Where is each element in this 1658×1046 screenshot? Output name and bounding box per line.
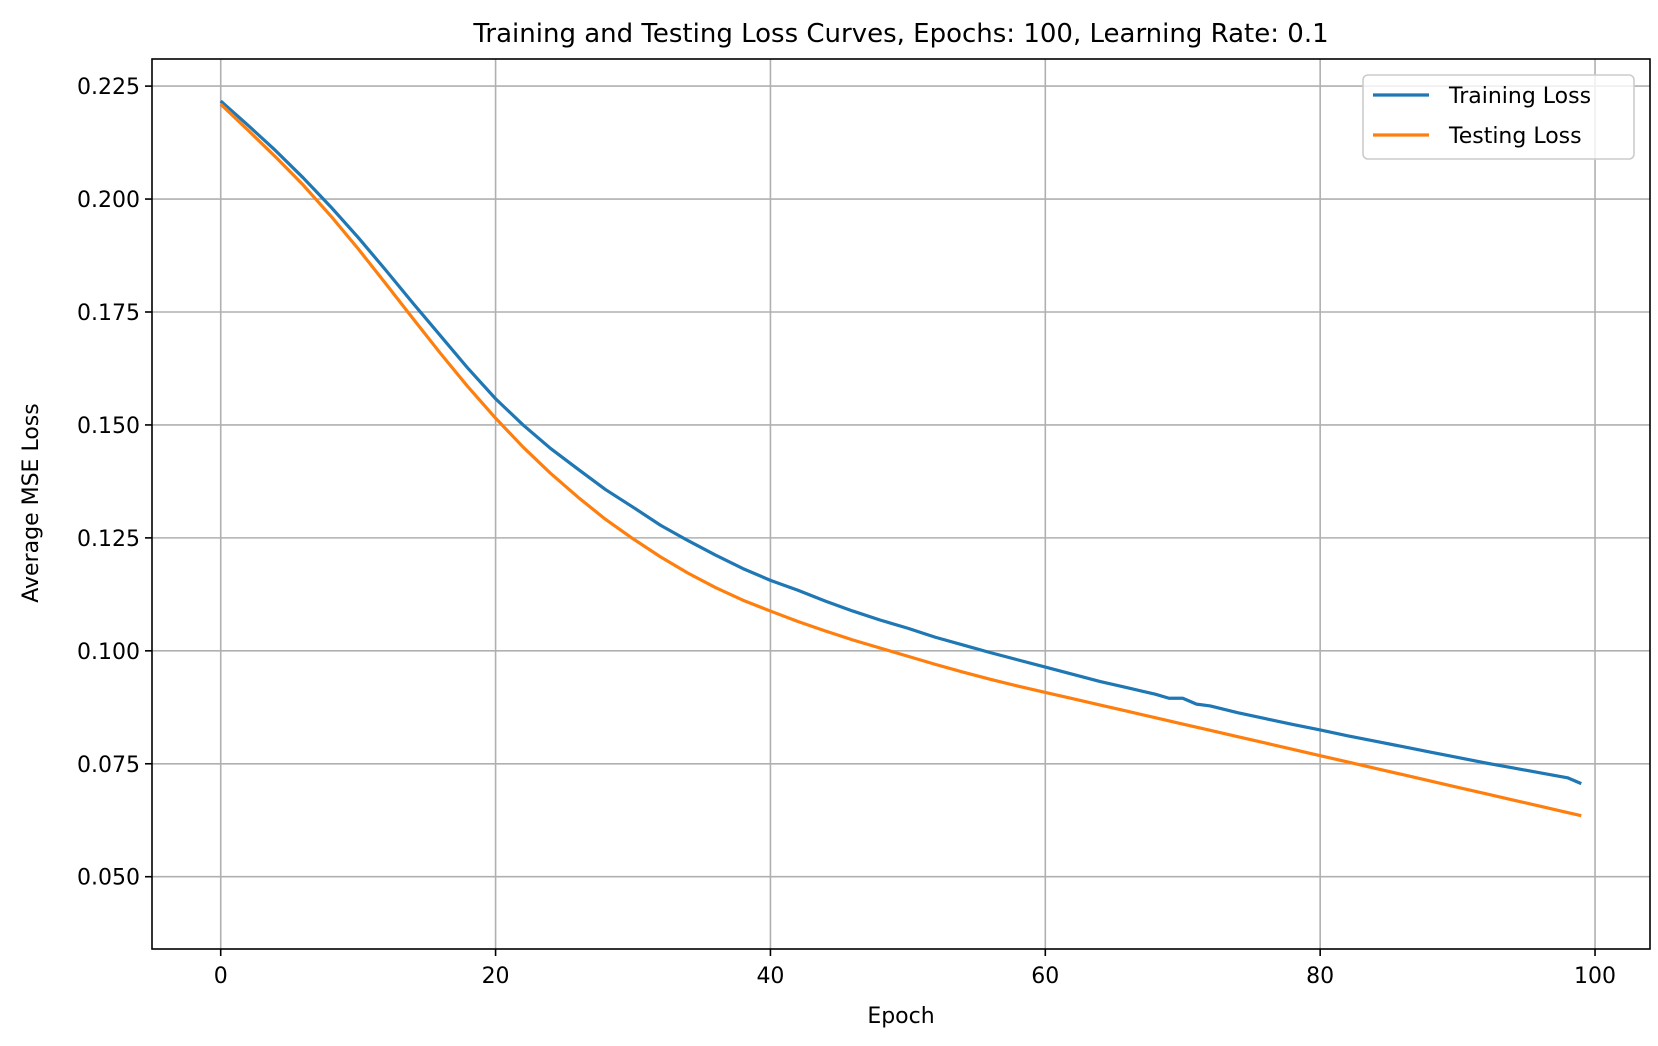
y-tick-label: 0.225	[77, 75, 140, 100]
plot-frame	[151, 58, 1651, 950]
y-tick-label: 0.200	[77, 188, 140, 213]
training-loss-line	[219, 99, 1582, 786]
testing-loss-line	[219, 103, 1582, 818]
chart-title: Training and Testing Loss Curves, Epochs…	[472, 19, 1328, 49]
x-tick-label: 40	[756, 964, 784, 989]
y-tick-label: 0.125	[77, 527, 140, 552]
series-lines	[219, 99, 1582, 818]
legend: Training Loss Testing Loss	[1362, 74, 1635, 160]
x-tick-label: 20	[482, 964, 510, 989]
x-tick-label: 60	[1031, 964, 1059, 989]
y-tick-label: 0.075	[77, 753, 140, 778]
axis-ticks: 0 20 40 60 80 100 0.050 0.075 0.100 0.125 0.150 0.1…	[77, 75, 1616, 989]
y-axis-label: Average MSE Loss	[19, 403, 44, 602]
legend-box	[1362, 74, 1635, 160]
legend-label-testing: Testing Loss	[1448, 124, 1582, 149]
legend-label-training: Training Loss	[1448, 84, 1591, 109]
x-tick-label: 80	[1306, 964, 1334, 989]
x-axis-label: Epoch	[867, 1004, 934, 1029]
y-tick-label: 0.150	[77, 414, 140, 439]
x-tick-label: 0	[214, 964, 228, 989]
y-tick-label: 0.175	[77, 301, 140, 326]
y-tick-label: 0.050	[77, 866, 140, 891]
grid	[152, 59, 1650, 949]
x-tick-label: 100	[1574, 964, 1616, 989]
y-tick-label: 0.100	[77, 640, 140, 665]
